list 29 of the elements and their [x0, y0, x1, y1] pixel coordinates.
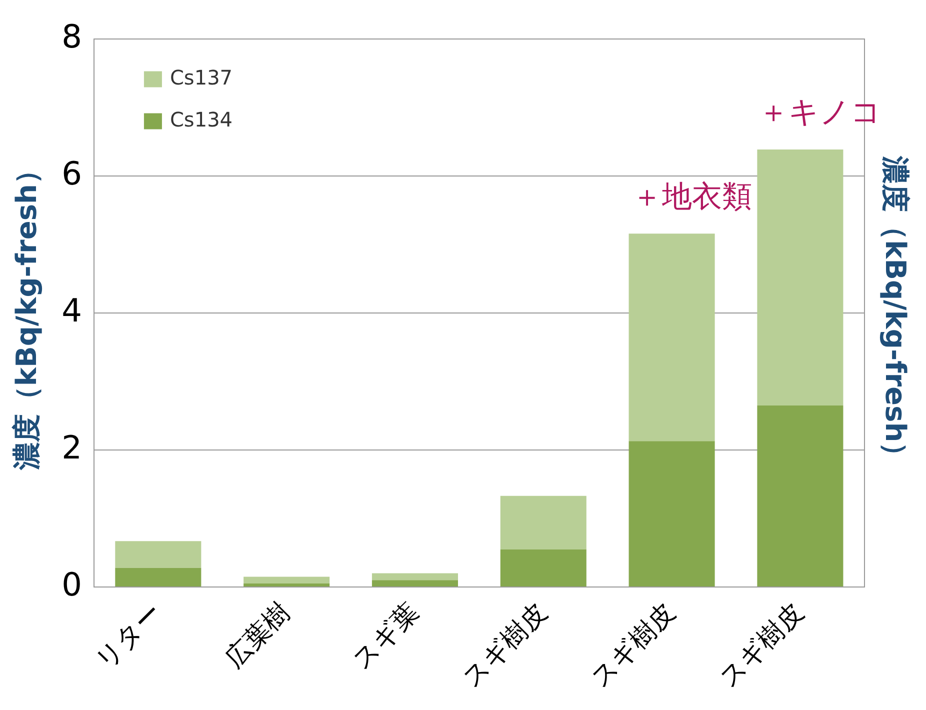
annotation: ＋地衣類	[632, 179, 752, 214]
x-tick-label: スギ樹皮	[585, 598, 682, 694]
y2-axis-title: 濃度（kBq/kg-fresh）	[878, 155, 912, 470]
bar	[244, 584, 330, 586]
bar	[757, 406, 844, 586]
bar	[372, 573, 458, 580]
y-tick-label: 6	[62, 154, 82, 192]
bar	[757, 149, 844, 406]
x-tick-label: 広葉樹	[220, 598, 296, 674]
bar	[115, 541, 202, 568]
y-tick-label: 4	[62, 291, 82, 330]
bar	[372, 580, 458, 586]
legend-label: Cs134	[170, 107, 233, 132]
y-tick-label: 0	[62, 565, 82, 604]
bar	[500, 496, 586, 550]
x-tick-label: リター	[90, 598, 168, 676]
bar	[628, 234, 715, 442]
x-tick-label: スギ樹皮	[456, 598, 554, 694]
x-tick-label: スギ樹皮	[714, 598, 810, 694]
x-tick-label: スギ葉	[346, 598, 425, 676]
y-tick-label: 8	[62, 18, 82, 56]
y-axis-title: 濃度（kBq/kg-fresh）	[10, 156, 44, 472]
bar	[500, 549, 586, 586]
y-tick-label: 2	[62, 428, 82, 466]
bar	[628, 441, 715, 586]
bar	[244, 576, 330, 584]
bar	[115, 568, 202, 586]
legend-label: Cs137	[170, 65, 233, 90]
annotation: ＋キノコ	[758, 95, 882, 130]
